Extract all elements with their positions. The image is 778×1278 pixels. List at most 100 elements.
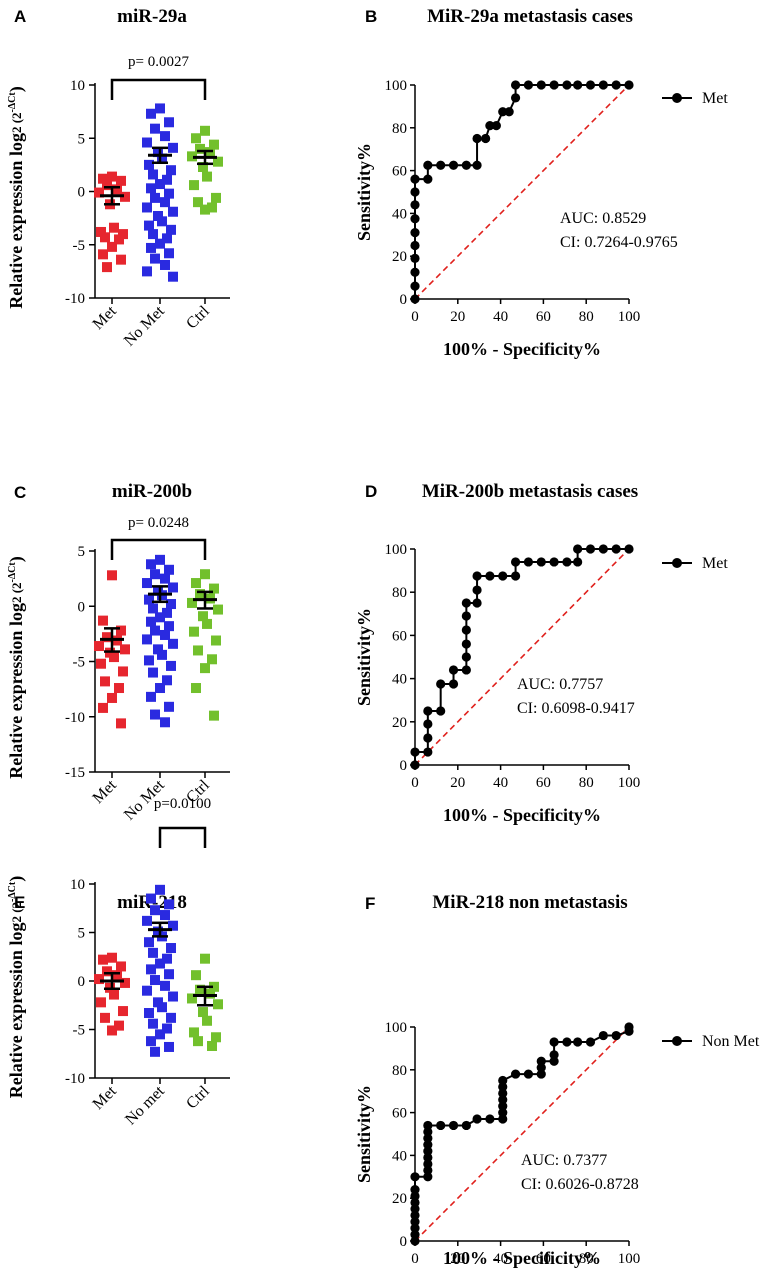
data-point [150,569,160,580]
y-tick-label: -10 [65,291,85,307]
roc-point [510,80,521,90]
data-point [118,229,128,240]
data-point [144,655,154,666]
auc-label: AUC: 0.8529 [560,210,646,227]
roc-point [448,665,459,675]
x-tick-label: 0 [411,775,419,791]
data-point [202,1015,212,1026]
data-point [207,1040,217,1051]
y-axis-label: Sensitivity% [354,1085,374,1183]
data-point [213,604,223,615]
data-point [211,192,221,203]
data-point [98,615,108,626]
y-tick-label: -10 [65,1071,85,1087]
data-point [211,1032,221,1043]
data-point [114,683,124,694]
roc-point [410,214,420,224]
y-tick-label: 10 [70,877,85,893]
data-point [94,641,104,652]
data-point [155,238,165,249]
roc-point [498,1114,508,1124]
roc-point [410,1210,420,1220]
data-point [195,143,205,154]
roc-point [423,1120,433,1131]
data-point [189,1027,199,1038]
x-tick-label: 100 [618,775,641,791]
roc-point [598,544,608,554]
data-point [213,156,223,167]
data-point [98,954,108,965]
data-point [189,180,199,191]
x-tick-label: 60 [536,1251,551,1267]
reference-line [414,1026,630,1242]
roc-point [498,1088,508,1098]
data-point [155,179,165,190]
roc-point [410,187,420,197]
roc-point [423,1146,433,1156]
data-point [164,969,174,980]
roc-point [410,253,420,263]
data-point [191,970,201,981]
roc-point [410,1229,420,1240]
category-label: Ctrl [183,302,213,332]
legend-label: Met [702,555,728,572]
y-axis-label-sub: 2 (2 [9,582,24,603]
data-point [146,183,156,194]
y-tick-label: 80 [392,585,407,601]
roc-point [436,1120,446,1131]
data-point [166,660,176,671]
data-point [209,583,219,594]
data-point [109,989,119,1000]
roc-point [461,665,471,675]
roc-point [585,544,596,554]
roc-point [498,107,508,117]
significance-bracket [158,826,207,848]
category-label: Met [90,302,121,333]
roc-point [410,1172,420,1182]
data-point [191,578,201,589]
roc-point [498,1108,508,1118]
roc-point [410,1185,420,1195]
roc-point [423,747,433,757]
data-point [166,165,176,176]
category-label: No met [122,1082,168,1128]
roc-point [598,1030,608,1041]
data-point [142,266,152,277]
data-point [142,137,152,148]
data-point [155,612,165,623]
data-point [160,573,170,584]
data-point [160,910,170,921]
legend-marker [672,1036,682,1046]
roc-point [472,1114,482,1124]
roc-point [562,80,572,90]
data-point [148,169,158,180]
roc-point [585,80,596,90]
roc-point [624,544,634,554]
roc-point [410,294,420,304]
panel-title: MiR-218 non metastasis [432,892,627,913]
data-point [198,611,208,622]
roc-point [481,133,491,144]
roc-point [504,107,514,117]
x-tick-label: 20 [450,309,465,325]
data-point [146,964,156,975]
x-tick-label: 80 [579,309,594,325]
y-tick-label: 0 [400,292,408,308]
roc-point [549,557,559,567]
y-tick-label: 60 [392,1106,407,1122]
roc-point [598,80,608,90]
roc-point [410,267,420,277]
data-point [187,151,197,162]
roc-point [611,80,621,90]
data-point [153,147,163,158]
y-tick-label: -15 [65,765,85,781]
data-point [168,271,178,282]
roc-point [562,557,572,567]
roc-point [472,133,482,144]
data-point [96,226,106,237]
roc-point [423,1172,433,1182]
roc-point [410,747,420,757]
data-point [160,197,170,208]
data-point [193,645,203,656]
